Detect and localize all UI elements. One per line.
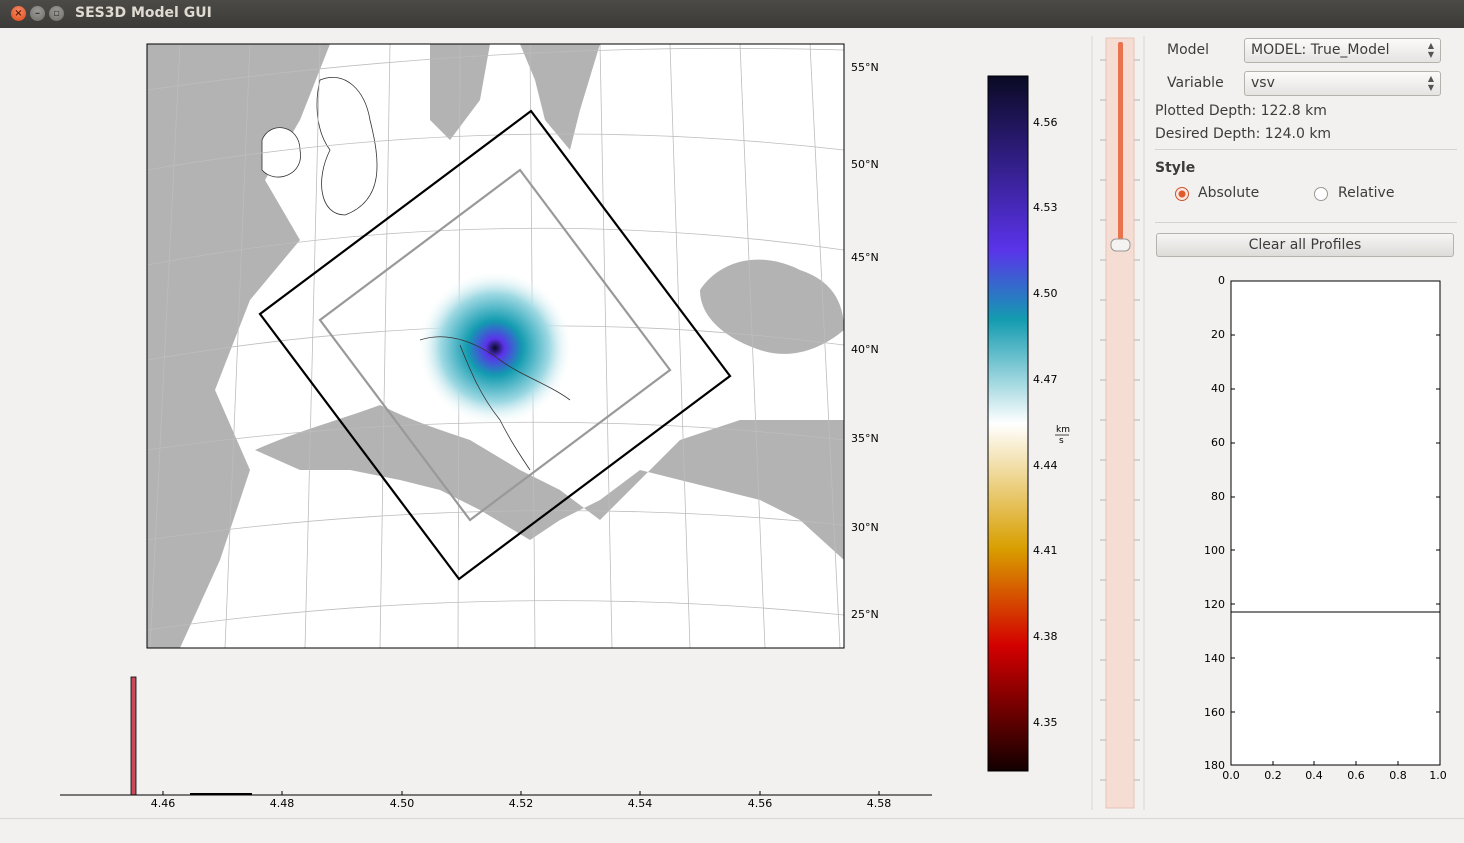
colorbar-tick: 4.56 [1033,116,1058,129]
colorbar-tick: 4.38 [1033,630,1058,643]
histogram-tick: 4.54 [628,797,653,810]
profile-x-tick: 0.8 [1389,769,1407,782]
outer-domain-box [258,109,732,581]
profile-y-tick: 140 [1204,652,1225,665]
lat-label: 30°N [851,521,879,534]
histogram-tick: 4.46 [151,797,176,810]
style-heading: Style [1155,160,1196,176]
profile-y-tick: 20 [1211,328,1225,341]
control-panel: Model MODEL: True_Model ▲ ▼ Variable vsv … [1148,28,1464,818]
model-select[interactable]: MODEL: True_Model ▲ ▼ [1244,38,1441,63]
minimize-icon[interactable]: – [30,6,45,21]
inner-domain-box [318,168,672,522]
histogram-bar [130,676,137,796]
histogram: 4.46 4.48 4.50 4.52 4.54 4.56 4.58 [60,676,932,810]
plotted-depth: Plotted Depth: 122.8 km [1155,103,1327,119]
radio-relative-label[interactable]: Relative [1338,185,1395,201]
histogram-tick: 4.50 [390,797,415,810]
map[interactable] [147,44,844,648]
colorbar-tick: 4.44 [1033,459,1058,472]
colorbar-tick: 4.50 [1033,287,1058,300]
radio-absolute[interactable] [1175,187,1189,201]
radio-absolute-label[interactable]: Absolute [1198,185,1260,201]
model-label: Model [1167,42,1210,58]
lat-label: 35°N [851,432,879,445]
histogram-tick: 4.52 [509,797,534,810]
depth-slider[interactable] [1091,36,1145,810]
lat-label: 40°N [851,343,879,356]
colorbar-tick: 4.53 [1033,201,1058,214]
colorbar-unit-bottom: s [1059,436,1064,446]
variable-select-value: vsv [1251,75,1275,91]
colorbar-tick: 4.47 [1033,373,1058,386]
profile-y-tick: 160 [1204,706,1225,719]
histogram-tick: 4.58 [867,797,892,810]
variable-select[interactable]: vsv ▲ ▼ [1244,71,1441,96]
profile-y-tick: 100 [1204,544,1225,557]
title-bar: × – ▫ SES3D Model GUI [0,0,1464,28]
model-select-value: MODEL: True_Model [1251,42,1390,58]
window-title: SES3D Model GUI [75,5,212,21]
colorbar-tick: 4.35 [1033,716,1058,729]
profile-y-tick: 0 [1218,274,1225,287]
profile-x-tick: 0.6 [1347,769,1365,782]
profile-x-tick: 1.0 [1429,769,1447,782]
lat-label: 25°N [851,608,879,621]
profile-plot: 0 20 40 60 80 100 120 140 160 180 0. [1204,274,1447,782]
profile-y-tick: 180 [1204,759,1225,772]
velocity-anomaly [417,270,573,426]
land-area [316,77,378,216]
divider [1155,149,1457,150]
updown-icon: ▲ ▼ [1427,74,1434,92]
status-bar [0,818,1464,843]
lat-label: 50°N [851,158,879,171]
variable-label: Variable [1167,75,1224,91]
colorbar-unit-top: km [1056,425,1070,435]
divider [1155,222,1457,223]
sea-area [520,44,600,150]
lat-label: 55°N [851,61,879,74]
histogram-tick: 4.48 [270,797,295,810]
slider-handle [1110,238,1131,252]
profile-y-tick: 120 [1204,598,1225,611]
desired-depth: Desired Depth: 124.0 km [1155,126,1332,142]
profile-y-tick: 60 [1211,436,1225,449]
close-icon[interactable]: × [11,6,26,21]
profile-y-tick: 80 [1211,490,1225,503]
slider-track-fill [1118,42,1123,242]
colorbar-tick: 4.41 [1033,544,1058,557]
updown-icon: ▲ ▼ [1427,41,1434,59]
profile-x-tick: 0.2 [1264,769,1282,782]
profile-y-tick: 40 [1211,382,1225,395]
profile-x-tick: 0.4 [1305,769,1323,782]
land-area [147,44,330,648]
colorbar: 4.56 4.53 4.50 4.47 4.44 4.41 4.38 4.35 … [987,75,1070,772]
clear-profiles-button[interactable]: Clear all Profiles [1156,233,1454,257]
histogram-tick: 4.56 [748,797,773,810]
land-area [261,127,301,178]
sea-area [255,405,844,560]
sea-area [700,259,844,354]
radio-relative[interactable] [1314,187,1328,201]
lat-label: 45°N [851,251,879,264]
profile-x-tick: 0.0 [1222,769,1240,782]
maximize-icon[interactable]: ▫ [49,6,64,21]
